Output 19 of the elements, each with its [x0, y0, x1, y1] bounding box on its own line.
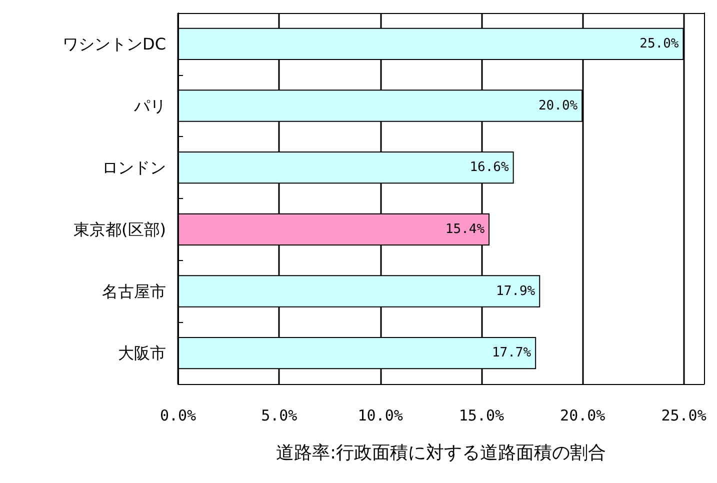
- y-tick-label: 東京都(区部): [74, 220, 166, 239]
- data-label: 20.0%: [538, 98, 578, 114]
- x-tick-label: 5.0%: [261, 406, 298, 424]
- data-label: 17.9%: [496, 284, 536, 299]
- x-tick-label: 10.0%: [358, 406, 403, 424]
- data-label: 15.4%: [445, 222, 485, 237]
- y-tick-label: 大阪市: [118, 344, 166, 363]
- x-tick-label: 0.0%: [160, 406, 196, 424]
- x-tick-label: 20.0%: [560, 406, 606, 424]
- y-tick-label: ロンドン: [102, 158, 166, 178]
- y-tick-label: 名古屋市: [102, 282, 166, 301]
- x-axis-title: 道路率:行政面積に対する道路面積の割合: [276, 442, 606, 464]
- y-tick-label: パリ: [133, 96, 166, 116]
- x-tick-label: 25.0%: [661, 406, 706, 424]
- y-tick-label: ワシントンDC: [62, 34, 166, 54]
- x-tick-label: 15.0%: [458, 406, 504, 424]
- data-label: 17.7%: [492, 346, 532, 361]
- data-label: 16.6%: [470, 160, 509, 176]
- data-label: 25.0%: [640, 36, 679, 52]
